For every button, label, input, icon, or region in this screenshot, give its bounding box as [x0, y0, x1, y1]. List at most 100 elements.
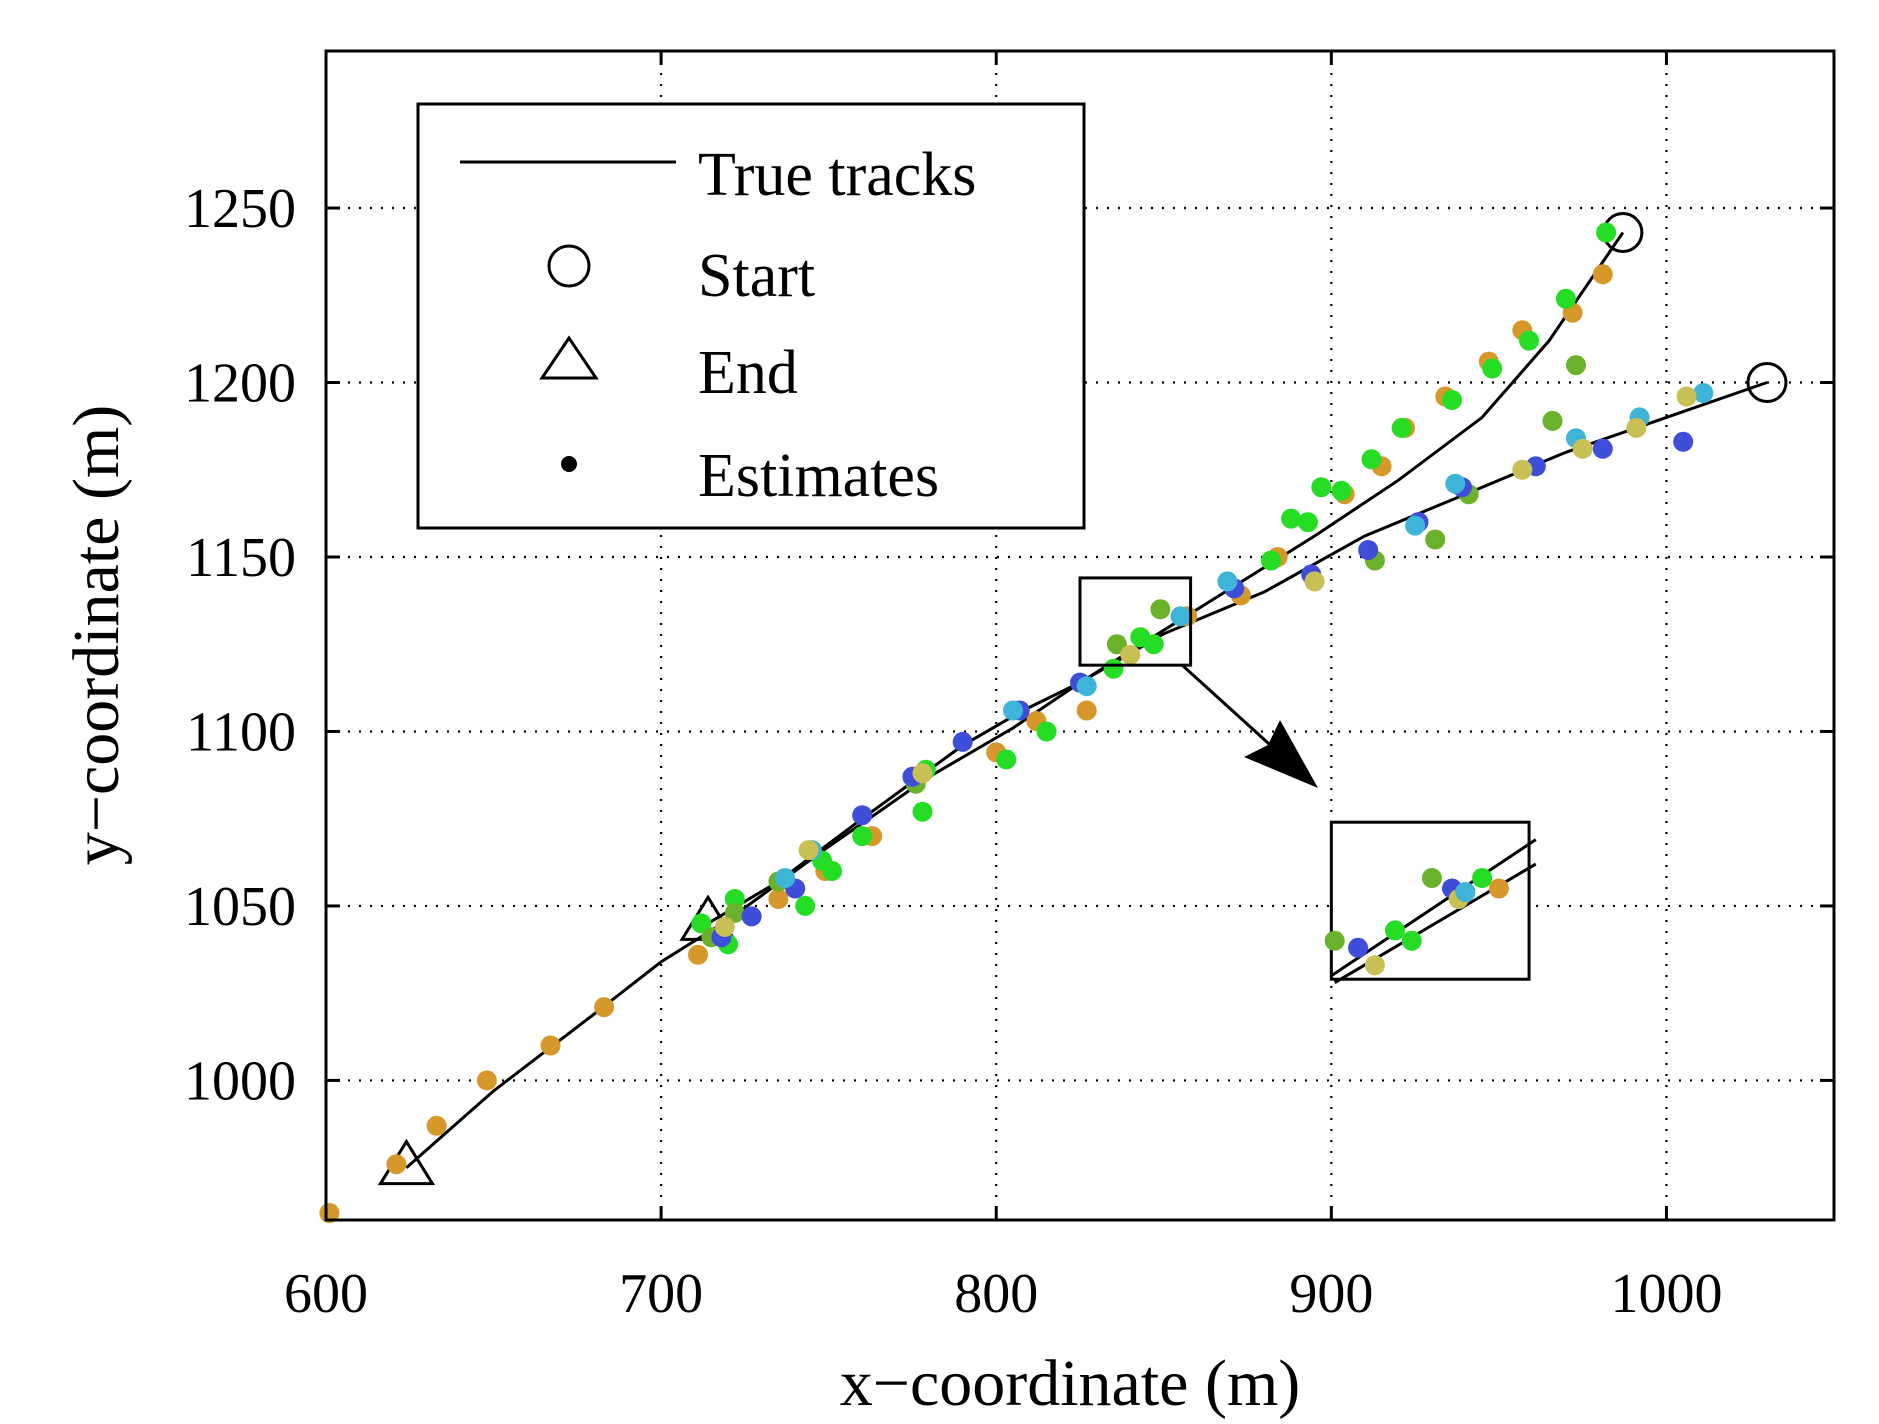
estimate-point	[386, 1154, 407, 1175]
y-tick-label: 1100	[186, 701, 296, 763]
estimate-point	[594, 997, 615, 1018]
estimate-point	[1693, 383, 1714, 403]
estimate-point	[1261, 550, 1281, 571]
estimate-point	[852, 826, 873, 847]
estimate-point	[714, 916, 735, 937]
estimate-point	[540, 1035, 561, 1056]
estimate-point	[1592, 438, 1613, 459]
estimate-point	[319, 1203, 340, 1223]
y-tick-label: 1000	[184, 1050, 296, 1112]
estimate-point	[1143, 634, 1164, 655]
estimate-point	[1519, 330, 1539, 351]
estimate-point	[426, 1115, 447, 1136]
y-tick-label: 1050	[184, 876, 296, 938]
estimate-point	[1566, 355, 1586, 376]
x-axis-label: x−coordinate (m)	[840, 1347, 1301, 1420]
legend-circle-marker	[547, 244, 591, 288]
zoom-arrow-head	[1244, 720, 1318, 788]
magnified-estimate-point	[1385, 920, 1405, 941]
legend-label-end: End	[698, 339, 798, 407]
estimate-point	[476, 1070, 497, 1091]
estimate-point	[768, 889, 789, 909]
estimate-point	[798, 840, 819, 861]
estimate-point	[822, 861, 842, 881]
estimate-point	[1405, 515, 1426, 536]
estimate-point	[1003, 700, 1023, 721]
estimate-point	[912, 801, 933, 822]
magnified-estimate-point	[1364, 955, 1385, 976]
start-marker	[1746, 362, 1788, 404]
legend-triangle-marker	[539, 335, 599, 380]
magnified-estimate-point	[1421, 868, 1442, 888]
estimate-point	[1482, 358, 1503, 379]
x-tick-label: 600	[284, 1263, 368, 1325]
legend-label-estimates: Estimates	[698, 442, 939, 510]
estimate-point	[1572, 438, 1593, 459]
estimate-point	[952, 731, 973, 752]
magnified-estimate-point	[1348, 937, 1369, 958]
estimate-point	[1542, 410, 1563, 431]
x-tick-label: 900	[1289, 1263, 1373, 1325]
estimate-point	[1150, 599, 1171, 620]
legend-box	[416, 102, 1086, 530]
estimate-point	[688, 944, 708, 965]
y-axis-label: y−coordinate (m)	[60, 405, 133, 866]
y-axis: 1000 1050 1100 1150 1200 1250	[184, 178, 1834, 1112]
estimate-point	[1592, 264, 1613, 285]
estimate-point	[1281, 508, 1302, 529]
estimate-point	[1076, 700, 1097, 721]
magnified-estimate-point	[1472, 868, 1493, 888]
estimate-point	[1297, 512, 1318, 533]
x-tick-label: 700	[619, 1263, 703, 1325]
plot-frame	[324, 49, 1836, 1222]
x-tick-label: 800	[954, 1263, 1038, 1325]
inset-zoom	[1078, 576, 1537, 985]
magnified-estimate-point	[1401, 930, 1422, 951]
magnified-estimate-point	[1488, 878, 1509, 899]
estimate-point	[724, 902, 745, 923]
estimate-point	[1331, 480, 1352, 501]
estimate-point	[1391, 417, 1412, 438]
grid	[326, 51, 1834, 1220]
estimate-point	[1596, 222, 1617, 243]
estimate-point	[1106, 634, 1127, 655]
y-tick-label: 1250	[184, 178, 296, 240]
estimate-point	[996, 749, 1017, 770]
estimate-point	[1425, 529, 1446, 550]
estimate-point	[852, 805, 873, 826]
estimate-point	[1555, 288, 1576, 309]
legend-label-start: Start	[698, 242, 815, 310]
legend-label-true-tracks: True tracks	[698, 141, 976, 209]
estimate-point	[1311, 477, 1332, 498]
estimate-point	[1361, 449, 1382, 470]
estimate-point	[1445, 473, 1466, 494]
y-tick-label: 1150	[186, 527, 296, 589]
estimate-point	[1676, 386, 1697, 407]
estimate-point	[775, 868, 796, 888]
estimate-point	[741, 906, 762, 927]
estimate-point	[1036, 721, 1057, 742]
estimates	[319, 222, 1714, 1223]
y-tick-label: 1200	[184, 353, 296, 415]
estimate-point	[912, 763, 933, 784]
estimate-point	[1076, 676, 1097, 697]
estimate-point	[1358, 540, 1379, 560]
estimate-point	[724, 889, 745, 909]
estimate-point	[1626, 417, 1647, 438]
legend-dot-marker	[561, 456, 577, 472]
estimate-point	[1170, 606, 1191, 627]
magnified-estimate-point	[1324, 930, 1345, 951]
magnified-estimate-point	[1455, 882, 1476, 902]
x-tick-label: 1000	[1610, 1263, 1722, 1325]
estimate-point	[691, 913, 712, 934]
estimate-point	[1442, 390, 1462, 410]
estimate-point	[795, 895, 816, 916]
estimate-point	[1103, 658, 1124, 679]
x-axis: 600 700 800 900 1000	[284, 51, 1722, 1325]
estimate-point	[1304, 571, 1325, 592]
estimate-point	[1120, 644, 1141, 665]
zoom-region-box	[1078, 576, 1193, 667]
estimate-point	[1673, 431, 1694, 452]
legend: True tracks Start End Estimates	[416, 102, 1086, 530]
